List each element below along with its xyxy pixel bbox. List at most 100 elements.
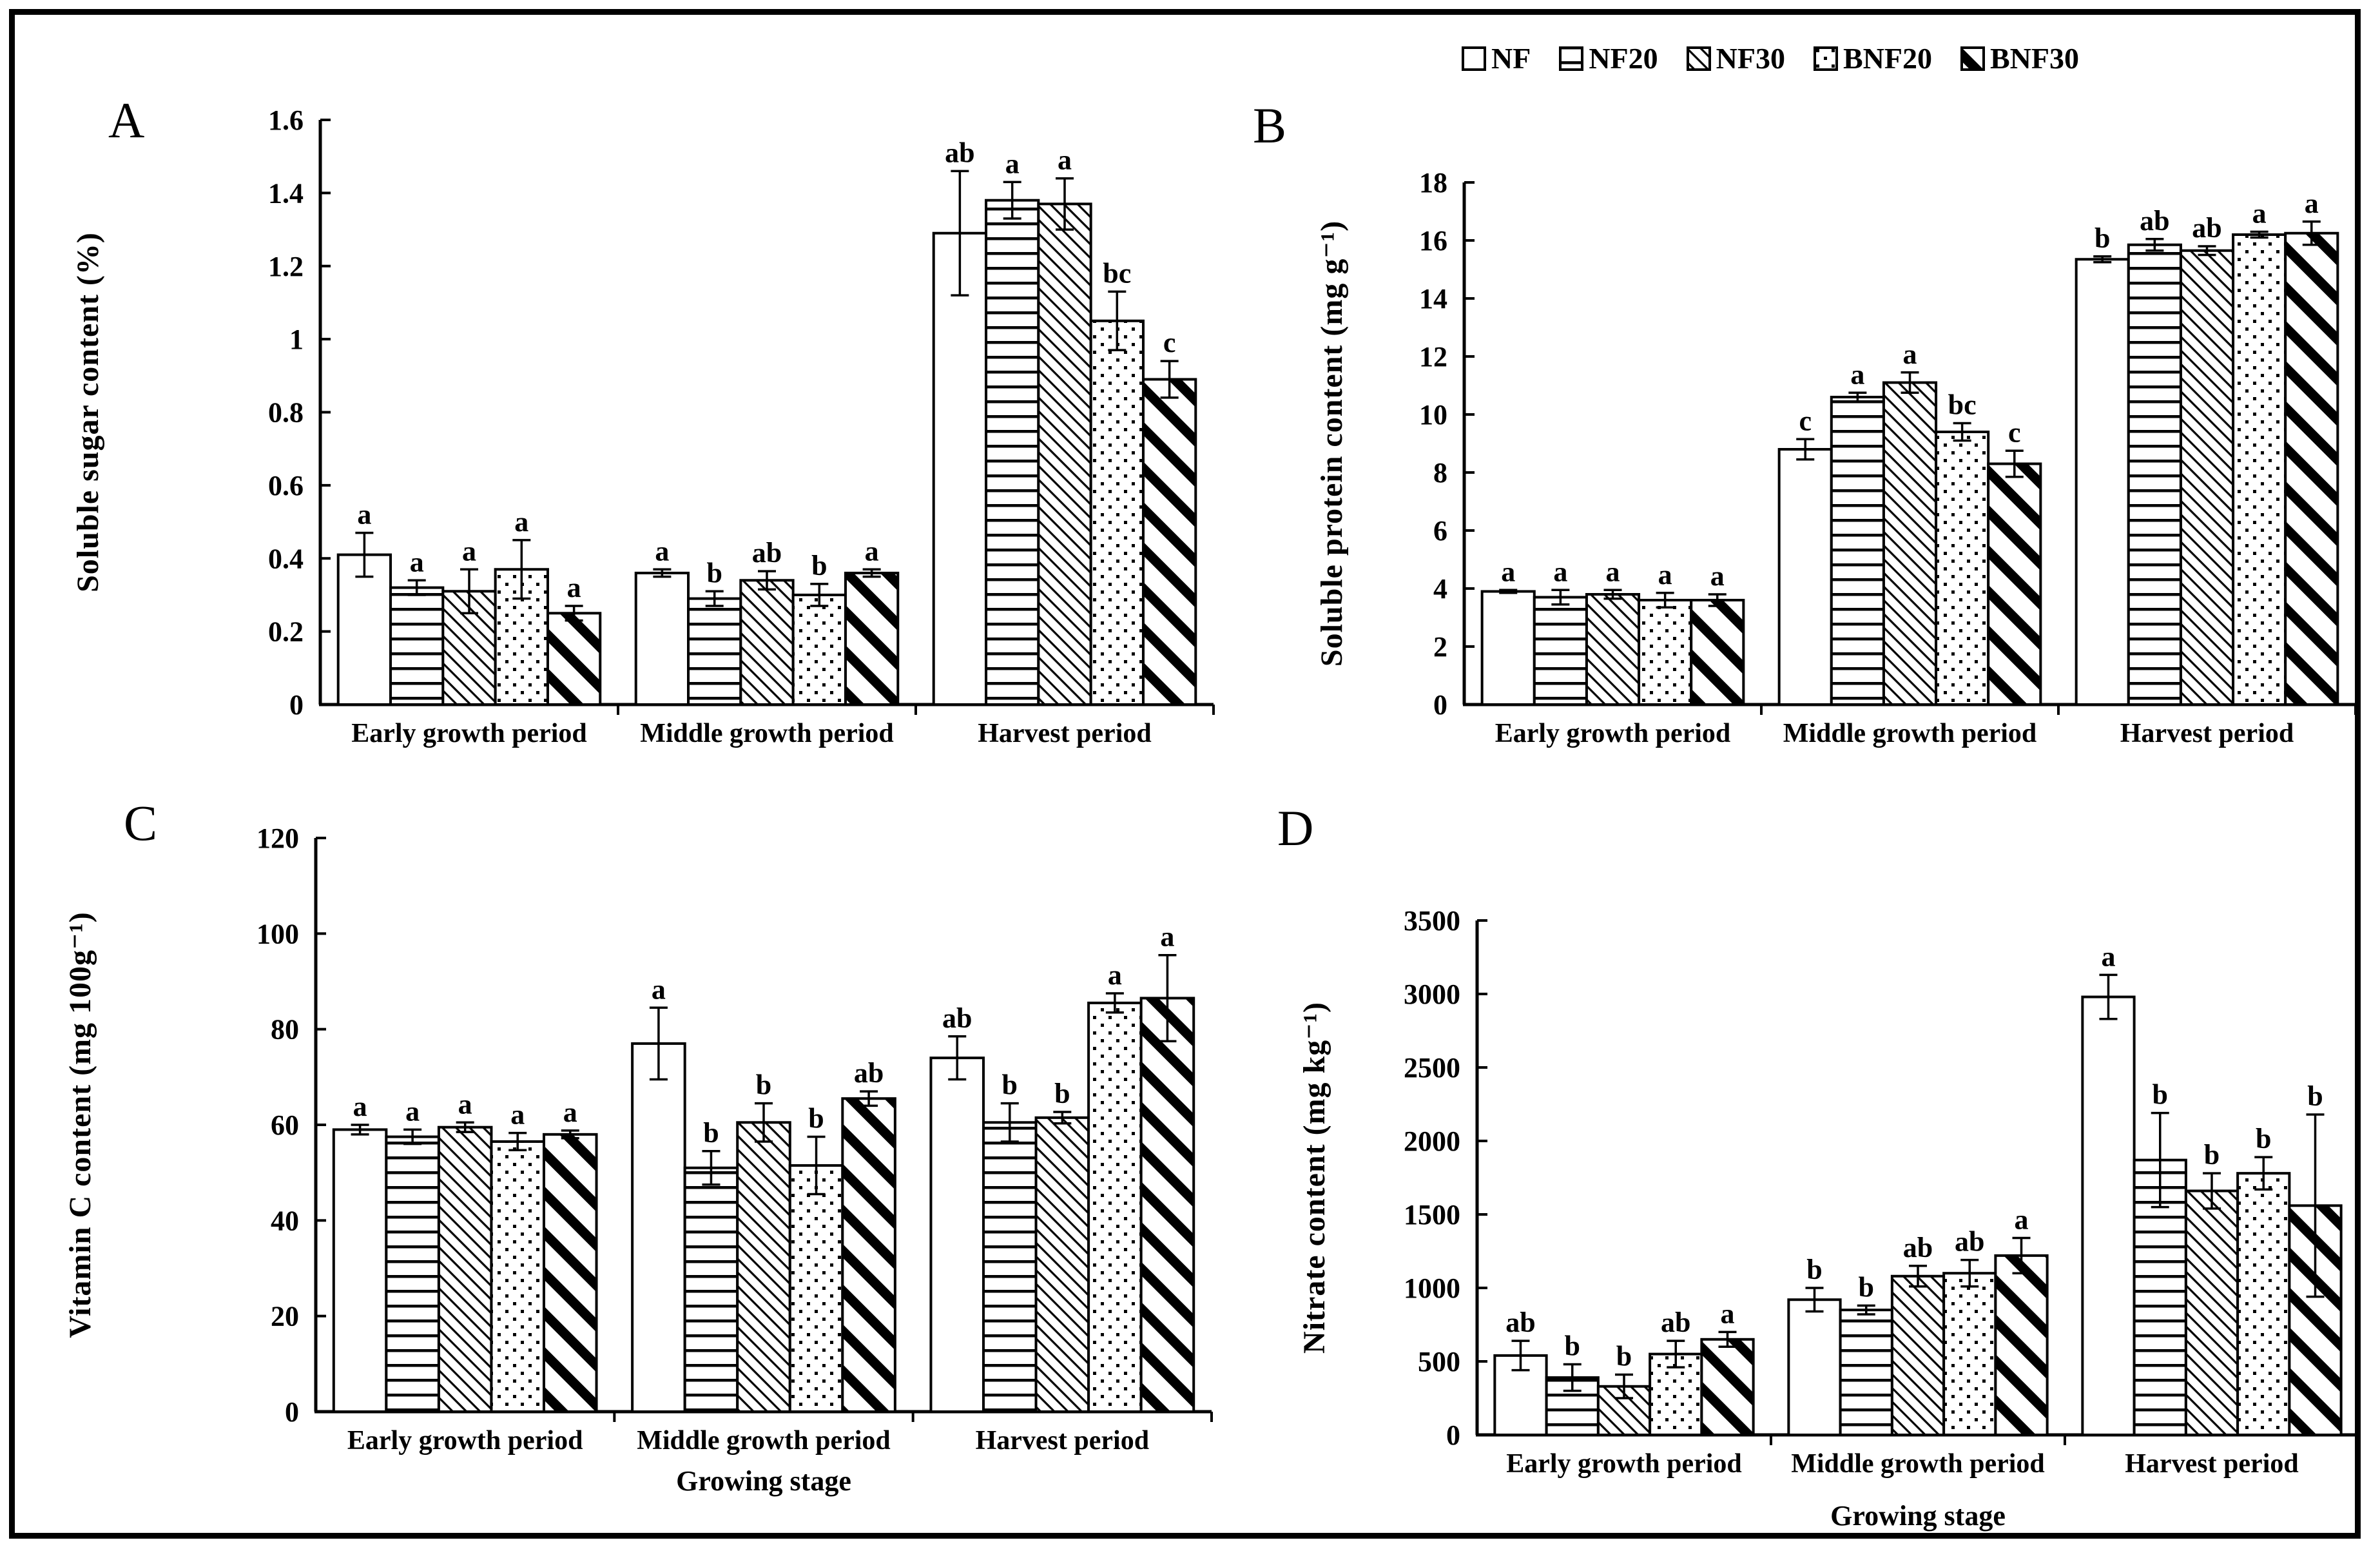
panel-b: 0 2 4 6 8 10 12 14 16 18 Early growth period a a a a a M…	[1315, 167, 2357, 748]
bar-nf20	[1839, 1309, 1893, 1436]
bar-nf	[332, 1128, 388, 1413]
y-tick-label: 500	[1418, 1346, 1460, 1378]
significance-letter: bc	[1948, 389, 1977, 421]
y-tick-label: 20	[271, 1301, 299, 1332]
bar-nf20	[389, 586, 445, 706]
panel-a: 0 0.2 0.4 0.6 0.8 1 1.2 1.4 1.6 Early growth peri…	[71, 104, 1215, 748]
bar-nf	[929, 1057, 985, 1413]
significance-letter: b	[2307, 1080, 2323, 1112]
significance-letter: ab	[1903, 1232, 1933, 1263]
significance-letter: a	[1710, 560, 1725, 592]
panel-label-d: D	[1277, 800, 1314, 856]
bar-nf20	[687, 597, 742, 706]
significance-letter: ab	[854, 1057, 884, 1089]
significance-letter: a	[1903, 338, 1917, 370]
significance-letter: b	[2204, 1139, 2220, 1171]
bar-bnf20	[788, 1164, 844, 1413]
y-axis-title: Soluble sugar content (%)	[71, 232, 105, 592]
y-tick-label: 0.2	[268, 616, 304, 648]
y-tick-label: 3000	[1404, 979, 1460, 1010]
x-group-label: Harvest period	[978, 719, 1151, 748]
x-group-label: Early growth period	[1495, 719, 1731, 748]
bar-nf30	[1890, 1274, 1946, 1437]
bar-bnf20	[1942, 1272, 1997, 1436]
bar-bnf20	[2232, 233, 2287, 706]
significance-letter: bc	[1103, 257, 1131, 289]
bar-bnf20	[1638, 599, 1693, 706]
y-tick-label: 0	[1433, 689, 1447, 721]
bar-nf20	[385, 1135, 440, 1413]
bar-nf20	[2127, 243, 2182, 706]
legend-label: NF20	[1589, 42, 1658, 75]
significance-letter: a	[1606, 556, 1620, 587]
x-group-label: Harvest period	[2120, 719, 2294, 748]
bar-nf	[1787, 1298, 1842, 1436]
legend-swatch-thin-diagonal-icon	[1686, 46, 1711, 71]
significance-letter: ab	[1955, 1226, 1984, 1258]
significance-letter: ab	[942, 1002, 972, 1034]
y-tick-label: 1.6	[268, 104, 304, 136]
significance-letter: b	[808, 1103, 824, 1134]
bar-nf30	[736, 1121, 791, 1413]
significance-letter: a	[462, 535, 476, 567]
significance-letter: a	[357, 499, 371, 531]
significance-letter: a	[1058, 144, 1072, 176]
bar-nf20	[1533, 596, 1588, 706]
y-tick-label: 6	[1433, 515, 1447, 547]
legend-label: NF30	[1716, 42, 1785, 75]
x-group-label: Middle growth period	[1791, 1449, 2045, 1479]
bar-nf30	[1034, 1116, 1090, 1413]
bar-nf20	[683, 1166, 739, 1413]
significance-letter: b	[1806, 1254, 1822, 1285]
significance-letter: b	[706, 557, 722, 589]
x-group-label: Middle growth period	[637, 1426, 891, 1456]
y-tick-label: 0.6	[268, 470, 304, 501]
bar-nf20	[982, 1121, 1038, 1413]
significance-letter: b	[2153, 1079, 2168, 1111]
bar-nf	[1777, 448, 1833, 706]
x-group-label: Harvest period	[976, 1426, 1149, 1456]
x-axis-title-d: Growing stage	[1830, 1500, 2006, 1532]
bar-nf30	[2179, 249, 2235, 706]
significance-letter: a	[1501, 556, 1515, 587]
legend-swatch-solid-white-icon	[1462, 46, 1486, 71]
x-axis-title-c: Growing stage	[676, 1465, 851, 1497]
significance-letter: a	[458, 1088, 472, 1120]
x-group-label: Middle growth period	[640, 719, 894, 748]
bar-bnf20	[1087, 1001, 1143, 1413]
bar-nf	[631, 1042, 686, 1413]
bar-bnf30	[1141, 378, 1197, 706]
significance-letter: a	[1553, 556, 1567, 587]
legend-item-bnf20: BNF20	[1813, 41, 1932, 75]
bar-nf30	[2184, 1189, 2240, 1437]
significance-letter: a	[1658, 559, 1672, 590]
legend-item-nf20: NF20	[1559, 41, 1658, 75]
significance-letter: a	[2101, 940, 2115, 972]
y-tick-label: 100	[256, 918, 299, 949]
y-axis-title: Vitamin C content (mg 100g⁻¹)	[63, 911, 97, 1338]
y-tick-label: 0	[285, 1396, 299, 1428]
significance-letter: a	[1721, 1298, 1735, 1329]
x-group-label: Early growth period	[347, 1426, 583, 1456]
legend-item-nf: NF	[1462, 41, 1531, 75]
legend-label: BNF20	[1843, 42, 1932, 75]
y-tick-label: 1	[289, 324, 304, 355]
bar-nf30	[1585, 593, 1641, 706]
significance-letter: a	[865, 535, 879, 567]
y-tick-label: 18	[1419, 167, 1447, 199]
y-tick-label: 1000	[1404, 1272, 1460, 1304]
y-tick-label: 0.4	[268, 543, 304, 574]
significance-letter: b	[811, 550, 827, 581]
significance-letter: ab	[1661, 1307, 1690, 1338]
bar-nf30	[739, 579, 795, 706]
y-tick-label: 0.8	[268, 397, 304, 429]
y-tick-label: 1.2	[268, 251, 304, 282]
significance-letter: a	[652, 973, 666, 1005]
significance-letter: b	[1859, 1271, 1874, 1303]
significance-letter: a	[2305, 188, 2319, 219]
y-tick-label: 10	[1419, 399, 1447, 431]
bar-bnf30	[546, 612, 602, 706]
y-tick-label: 1500	[1404, 1199, 1460, 1231]
y-tick-label: 120	[256, 823, 299, 854]
significance-letter: a	[563, 1096, 577, 1128]
